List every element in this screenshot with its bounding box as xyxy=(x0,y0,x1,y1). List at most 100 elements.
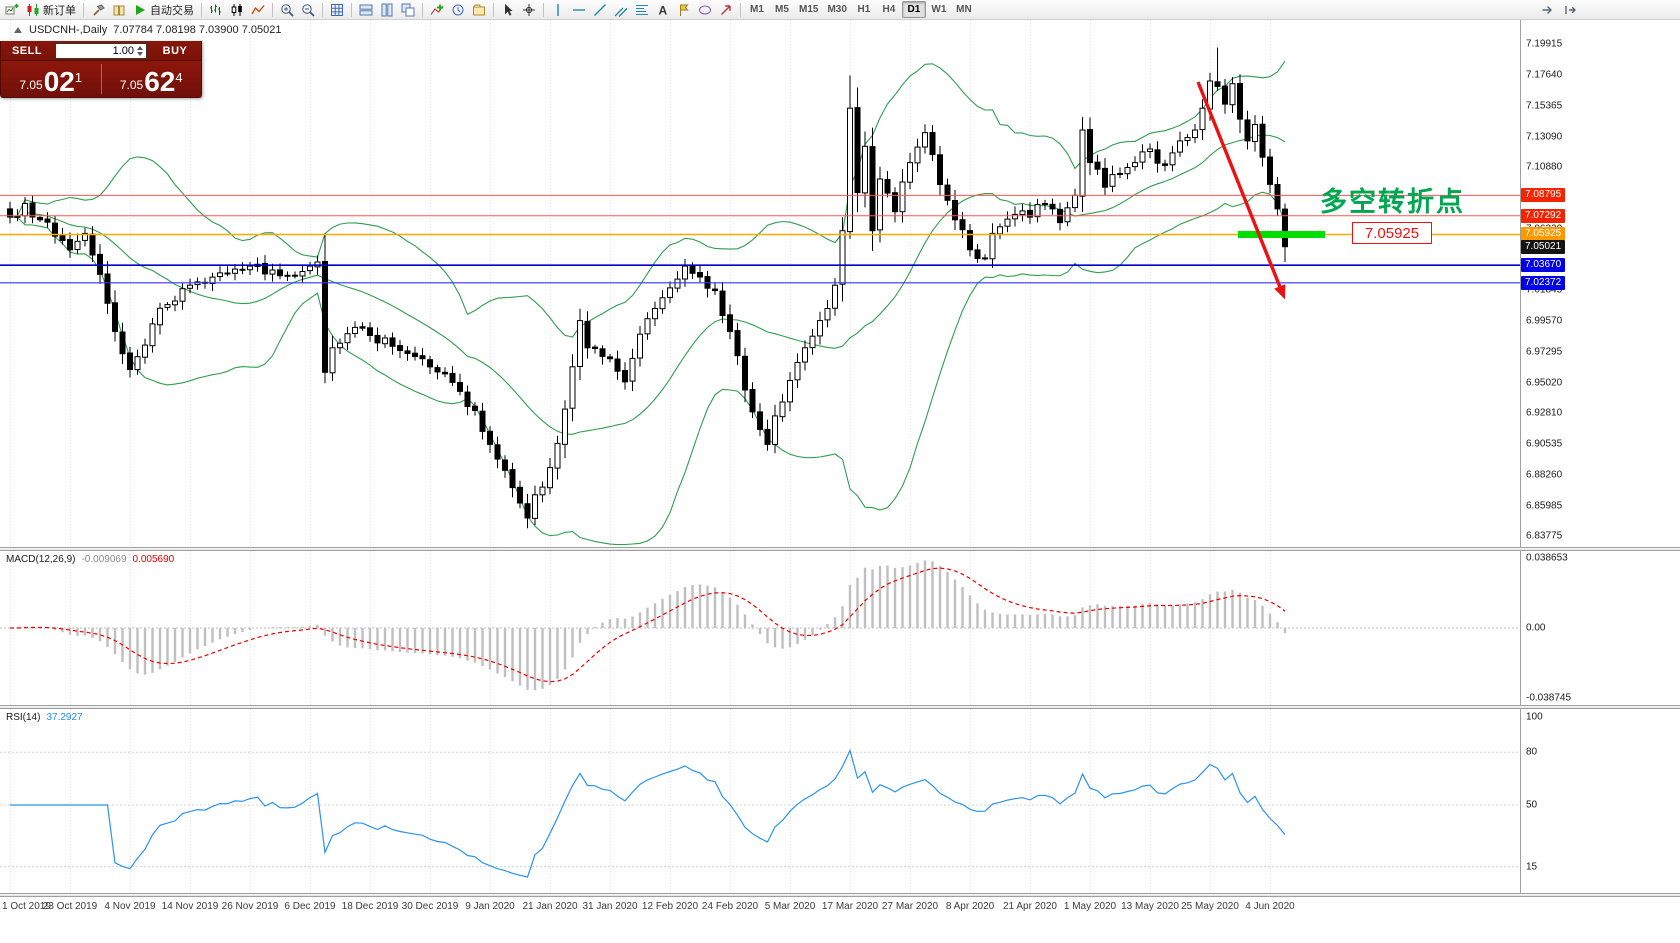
level-price-label[interactable]: 7.05925 xyxy=(1352,222,1432,244)
crosshair-button[interactable] xyxy=(519,1,539,19)
sell-button[interactable]: SELL xyxy=(11,44,43,57)
price-label-6.85985: 6.85985 xyxy=(1526,500,1563,512)
rsi-panel-canvas[interactable] xyxy=(0,709,1520,893)
price-label-7.01845: 7.01845 xyxy=(1526,284,1563,296)
timeframe-mn-button[interactable]: MN xyxy=(956,4,972,15)
candles-icon xyxy=(230,3,244,17)
linechart-icon xyxy=(251,3,265,17)
timeframe-w1-button[interactable]: W1 xyxy=(931,4,947,15)
sell-price[interactable]: 7.05 02 1 xyxy=(1,61,101,97)
shapes-button[interactable] xyxy=(695,1,715,19)
tile-v-icon xyxy=(380,3,394,17)
hline-icon xyxy=(572,3,586,17)
timeframe-d1-button[interactable]: D1 xyxy=(901,1,926,18)
tile-windows-vertical-button[interactable] xyxy=(377,1,397,19)
bar-chart-button[interactable] xyxy=(206,1,226,19)
zoom-in-button[interactable] xyxy=(277,1,297,19)
cascade-icon xyxy=(401,3,415,17)
rsi-axis-label-80: 80 xyxy=(1526,746,1538,758)
macd-main-value: -0.009069 xyxy=(81,554,127,565)
auto-trading-button-label: 自动交易 xyxy=(150,4,194,17)
timeframe-m30-button[interactable]: M30 xyxy=(827,4,847,15)
buy-price[interactable]: 7.05 62 4 xyxy=(102,61,202,97)
macd-panel-canvas[interactable] xyxy=(0,551,1520,705)
zoom-out-button[interactable] xyxy=(298,1,318,19)
equidistant-channel-button[interactable] xyxy=(611,1,631,19)
chinese-annotation[interactable]: 多空转折点 xyxy=(1320,187,1465,217)
price-tag-7.07292: 7.07292 xyxy=(1521,208,1566,223)
date-label: 6 Dec 2019 xyxy=(284,901,336,912)
date-axis[interactable]: 1 Oct 2019 23 Oct 2019 4 Nov 2019 14 Nov 20… xyxy=(0,897,1680,919)
volume-input[interactable]: 1.00 xyxy=(55,42,147,59)
price-label-6.90535: 6.90535 xyxy=(1526,438,1563,450)
cascade-windows-button[interactable] xyxy=(398,1,418,19)
text-label-button[interactable] xyxy=(674,1,694,19)
volume-decrease-button[interactable] xyxy=(137,51,143,56)
timeframe-h4-button[interactable]: H4 xyxy=(882,4,896,15)
grid-button[interactable] xyxy=(327,1,347,19)
trend-arrow[interactable] xyxy=(1196,81,1286,300)
sell-price-prefix: 7.05 xyxy=(19,78,43,92)
trendline-button[interactable] xyxy=(590,1,610,19)
history-center-button[interactable] xyxy=(109,1,129,19)
trade-panel-divider xyxy=(100,64,102,94)
chart-title: USDCNH-,Daily 7.07784 7.08198 7.03900 7.… xyxy=(14,24,281,36)
rsi-axis-label-50: 50 xyxy=(1526,799,1538,811)
panel-separator[interactable] xyxy=(0,705,1680,709)
support-highlight-segment[interactable] xyxy=(1238,231,1325,238)
date-label: 18 Dec 2019 xyxy=(341,901,399,912)
new-chart-button[interactable] xyxy=(2,1,22,19)
text-button[interactable]: A xyxy=(653,1,673,19)
timeframe-m5-button[interactable]: M5 xyxy=(775,4,789,15)
new-order-button-label: 新订单 xyxy=(43,4,76,17)
metaeditor-button[interactable] xyxy=(88,1,108,19)
price-label-6.88260: 6.88260 xyxy=(1526,469,1563,481)
date-label: 21 Jan 2020 xyxy=(522,901,578,912)
auto-trading-button[interactable]: 自动交易 xyxy=(130,1,197,19)
tile-windows-horizontal-button[interactable] xyxy=(356,1,376,19)
buy-price-prefix: 7.05 xyxy=(119,78,144,92)
price-label-7.10880: 7.10880 xyxy=(1526,161,1563,173)
new-order-button[interactable]: 新订单 xyxy=(23,1,79,19)
panel-separator[interactable] xyxy=(0,893,1680,897)
macd-histogram xyxy=(16,560,1287,691)
buy-button[interactable]: BUY xyxy=(162,44,188,57)
candlestick-chart-button[interactable] xyxy=(227,1,247,19)
chart-shift-button[interactable] xyxy=(1560,1,1580,19)
sell-price-sup: 1 xyxy=(74,70,83,85)
vline-icon xyxy=(551,3,565,17)
timeframe-h1-button[interactable]: H1 xyxy=(857,4,871,15)
arrows-button[interactable] xyxy=(716,1,736,19)
fibonacci-button[interactable] xyxy=(632,1,652,19)
vertical-line-button[interactable] xyxy=(548,1,568,19)
templates-button[interactable] xyxy=(469,1,489,19)
date-label: 26 Nov 2019 xyxy=(221,901,279,912)
date-label: 24 Feb 2020 xyxy=(701,901,759,912)
rsi-name: RSI(14) xyxy=(6,712,41,723)
zoom-in-icon xyxy=(280,3,294,17)
buy-price-big: 62 xyxy=(144,66,176,97)
auto-scroll-button[interactable] xyxy=(1538,1,1558,19)
macd-axis-label-0.00: 0.00 xyxy=(1526,622,1546,634)
rsi-axis-label-100: 100 xyxy=(1526,711,1543,723)
volume-value: 1.00 xyxy=(112,44,134,57)
toolbar-separator xyxy=(83,2,84,17)
price-label-7.17640: 7.17640 xyxy=(1526,69,1563,81)
volume-increase-button[interactable] xyxy=(137,45,143,50)
toolbar: 新订单 自动交易 A M1 M5 M15 M30 H1 H4 D1 W1 MN xyxy=(0,0,1680,20)
line-chart-button[interactable] xyxy=(248,1,268,19)
tile-h-icon xyxy=(359,3,373,17)
price-axis[interactable] xyxy=(1521,20,1680,893)
collapse-icon[interactable] xyxy=(14,27,22,33)
cursor-button[interactable] xyxy=(498,1,518,19)
indicators-button[interactable] xyxy=(427,1,447,19)
date-label: 9 Jan 2020 xyxy=(465,901,515,912)
date-label: 14 Nov 2019 xyxy=(161,901,219,912)
timeframe-m15-button[interactable]: M15 xyxy=(799,4,819,15)
toolbar-left: 新订单 自动交易 A M1 M5 M15 M30 H1 H4 D1 W1 MN xyxy=(2,0,976,19)
horizontal-line-button[interactable] xyxy=(569,1,589,19)
periods-button[interactable] xyxy=(448,1,468,19)
timeframe-m1-button[interactable]: M1 xyxy=(750,4,764,15)
panel-separator[interactable] xyxy=(0,547,1680,551)
main-chart-canvas[interactable] xyxy=(0,20,1520,547)
